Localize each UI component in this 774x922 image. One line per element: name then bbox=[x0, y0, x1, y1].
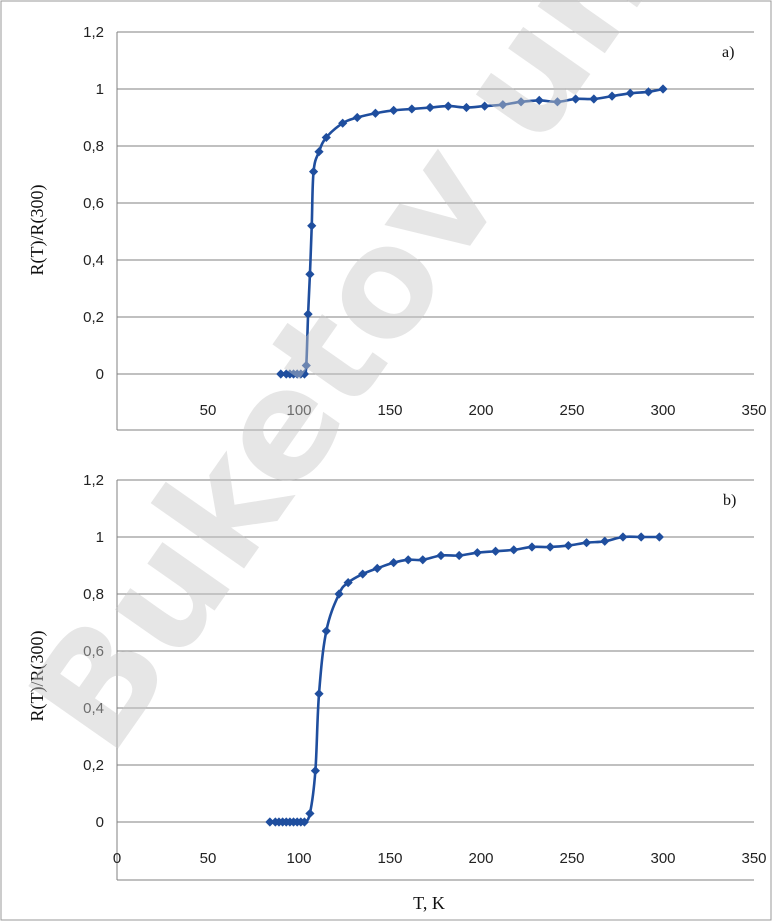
x-tick-label-b: 350 bbox=[741, 850, 766, 867]
data-point-b bbox=[403, 555, 413, 565]
data-point-b bbox=[472, 548, 482, 558]
y-tick-label-a: 0,6 bbox=[83, 195, 104, 212]
data-point-b bbox=[545, 542, 555, 552]
data-point-b bbox=[454, 550, 464, 561]
series-b bbox=[265, 532, 664, 827]
y-tick-label-a: 0,8 bbox=[83, 138, 104, 155]
y-tick-label-a: 0,2 bbox=[83, 309, 104, 326]
data-point-b bbox=[334, 589, 344, 599]
data-point-a bbox=[307, 221, 317, 231]
data-point-a bbox=[425, 102, 435, 113]
y-tick-label-a: 0,4 bbox=[83, 252, 104, 269]
x-tick-labels-b: 0 50 100 150 200 250 300 350 bbox=[113, 850, 767, 867]
data-point-a bbox=[643, 87, 654, 97]
data-point-a bbox=[552, 97, 563, 107]
data-point-a bbox=[658, 84, 668, 94]
y-axis-label-a: R(T)/R(300) bbox=[27, 185, 48, 276]
x-tick-label-a: 300 bbox=[650, 402, 675, 419]
data-point-a bbox=[516, 97, 526, 107]
data-point-b bbox=[343, 578, 353, 588]
data-point-a bbox=[534, 95, 544, 105]
x-tick-label-a: 50 bbox=[200, 402, 217, 419]
data-point-b bbox=[654, 532, 664, 542]
y-tick-label-b: 1 bbox=[96, 529, 104, 546]
x-tick-label-a: 250 bbox=[559, 402, 584, 419]
data-point-a bbox=[625, 88, 635, 98]
series-a bbox=[276, 84, 668, 379]
data-point-b bbox=[310, 766, 320, 776]
data-point-b bbox=[436, 550, 446, 561]
y-tick-label-a: 0 bbox=[96, 366, 104, 383]
data-point-a bbox=[589, 94, 599, 104]
data-point-b bbox=[581, 538, 592, 548]
x-tick-label-b: 150 bbox=[377, 850, 402, 867]
data-point-b bbox=[618, 532, 628, 542]
data-point-a bbox=[301, 360, 311, 371]
data-point-a bbox=[370, 108, 381, 118]
data-point-a bbox=[571, 94, 581, 104]
x-tick-label-b: 300 bbox=[650, 850, 675, 867]
data-point-a bbox=[321, 132, 331, 143]
data-point-b bbox=[527, 542, 537, 552]
data-point-a bbox=[314, 147, 324, 157]
y-tick-label-a: 1,2 bbox=[83, 24, 104, 41]
x-tick-label-a: 350 bbox=[741, 402, 766, 419]
x-axis-label: T, K bbox=[413, 893, 445, 913]
y-axis-label-b: R(T)/R(300) bbox=[27, 631, 48, 722]
data-point-b bbox=[358, 569, 368, 579]
data-point-a bbox=[308, 167, 319, 177]
data-point-a bbox=[305, 269, 315, 279]
panel-label-b: b) bbox=[723, 492, 736, 509]
data-point-a bbox=[461, 102, 472, 113]
data-point-a bbox=[480, 101, 490, 111]
x-tick-label-a: 200 bbox=[468, 402, 493, 419]
data-point-a bbox=[299, 369, 310, 379]
y-tick-label-b: 0 bbox=[96, 814, 104, 831]
data-point-a bbox=[352, 112, 362, 123]
y-tick-label-b: 0,6 bbox=[83, 643, 104, 660]
y-tick-labels-b: 0 0,2 0,4 0,6 0,8 1 1,2 bbox=[83, 472, 104, 831]
data-point-b bbox=[305, 808, 315, 819]
x-tick-label-b: 100 bbox=[286, 850, 311, 867]
data-point-a bbox=[276, 369, 286, 379]
x-tick-label-b: 200 bbox=[468, 850, 493, 867]
data-point-b bbox=[563, 540, 573, 551]
data-point-b bbox=[299, 817, 310, 827]
data-point-a bbox=[607, 91, 617, 101]
data-point-a bbox=[389, 105, 399, 115]
data-point-b bbox=[490, 546, 501, 556]
gridlines-b bbox=[116, 479, 754, 881]
chart-panel-b: 0 50 100 150 200 250 300 350 00,20,40,60,811,2 … bbox=[27, 472, 767, 881]
y-tick-label-b: 1,2 bbox=[83, 472, 104, 489]
data-point-b bbox=[636, 532, 646, 542]
panel-label-a: a) bbox=[722, 44, 734, 61]
x-tick-label-a: 100 bbox=[286, 402, 311, 419]
data-point-b bbox=[418, 555, 428, 565]
data-point-a bbox=[303, 309, 313, 319]
data-point-a bbox=[407, 104, 417, 114]
y-tick-label-a: 1 bbox=[96, 81, 104, 98]
x-tick-label-b: 0 bbox=[113, 850, 121, 867]
y-tick-label-b: 0,8 bbox=[83, 586, 104, 603]
y-tick-labels-a: 0 0,2 0,4 0,6 0,8 1 1,2 bbox=[83, 24, 104, 383]
data-point-a bbox=[498, 100, 508, 110]
chart-panel-a: 50 100 150 200 250 300 350 0 0,2 0,4 0,6 0,8 1 1,2 R… bbox=[27, 24, 767, 431]
y-tick-label-b: 0,2 bbox=[83, 757, 104, 774]
data-point-a bbox=[338, 118, 348, 128]
x-tick-label-b: 250 bbox=[559, 850, 584, 867]
x-tick-label-b: 50 bbox=[200, 850, 217, 867]
data-point-b bbox=[389, 558, 399, 568]
data-point-b bbox=[314, 689, 324, 699]
x-tick-labels-a: 50 100 150 200 250 300 350 bbox=[200, 402, 767, 419]
data-point-b bbox=[321, 626, 331, 636]
data-point-a bbox=[443, 101, 453, 111]
data-point-b bbox=[265, 817, 275, 827]
data-point-b bbox=[509, 545, 519, 555]
y-tick-label-b: 0,4 bbox=[83, 700, 104, 717]
x-tick-label-a: 150 bbox=[377, 402, 402, 419]
data-point-b bbox=[600, 536, 610, 546]
data-point-b bbox=[372, 563, 382, 573]
